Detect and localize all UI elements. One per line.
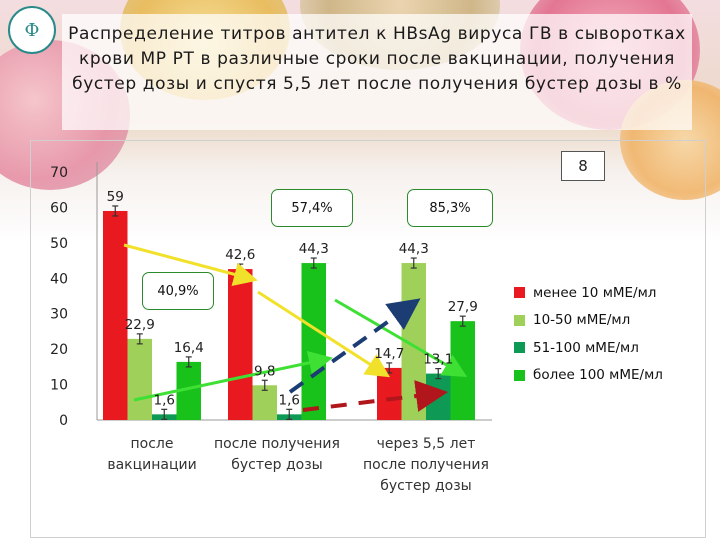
legend-item: более 100 мМЕ/мл <box>514 362 663 390</box>
slide-title: Распределение титров антител к HBsAg вир… <box>68 24 686 94</box>
trend-arrow <box>334 298 468 378</box>
data-label: 59 <box>107 189 124 205</box>
legend-swatch <box>514 314 525 326</box>
data-label: 42,6 <box>225 247 255 263</box>
x-tick-label: бустер дозы <box>231 457 322 473</box>
legend-label: более 100 мМЕ/мл <box>533 367 663 384</box>
callout-40: 40,9% <box>142 272 214 310</box>
chart-frame <box>30 140 706 538</box>
x-tick-label: бустер дозы <box>380 478 471 494</box>
y-tick-label: 70 <box>50 165 68 181</box>
bar <box>127 338 152 420</box>
page-number: 8 <box>561 151 605 181</box>
callout-85: 85,3% <box>407 189 493 227</box>
x-tick-label: вакцинации <box>107 457 196 473</box>
data-label: 44,3 <box>399 241 429 257</box>
data-label: 27,9 <box>448 299 478 315</box>
bar <box>301 263 326 420</box>
legend-label: 10-50 мМЕ/мл <box>533 312 631 329</box>
trend-arrow <box>133 351 333 402</box>
data-label: 1,6 <box>279 392 300 408</box>
bar <box>103 210 128 420</box>
y-tick-label: 60 <box>50 200 68 216</box>
legend: менее 10 мМЕ/мл 10-50 мМЕ/мл 51-100 мМЕ/мл… <box>514 279 663 389</box>
legend-item: 51-100 мМЕ/мл <box>514 334 663 362</box>
bar <box>252 385 277 420</box>
legend-swatch <box>514 342 525 354</box>
data-label: 22,9 <box>125 317 155 333</box>
data-label: 1,6 <box>154 392 175 408</box>
y-tick-label: 30 <box>50 307 68 323</box>
bar <box>426 373 451 420</box>
legend-swatch <box>514 369 525 381</box>
legend-label: 51-100 мМЕ/мл <box>533 339 639 356</box>
logo-icon: Ф <box>8 6 56 54</box>
data-label: 16,4 <box>174 340 204 356</box>
trend-arrow <box>302 380 448 412</box>
legend-swatch <box>514 287 525 299</box>
data-label: 44,3 <box>299 241 329 257</box>
x-tick-label: после <box>131 436 174 452</box>
y-tick-label: 50 <box>50 236 68 252</box>
trend-arrow <box>257 290 391 378</box>
legend-item: 10-50 мМЕ/мл <box>514 307 663 335</box>
bar <box>377 367 402 420</box>
data-label: 14,7 <box>374 346 404 362</box>
legend-item: менее 10 мМЕ/мл <box>514 279 663 307</box>
y-tick-label: 0 <box>59 413 68 429</box>
title-backdrop <box>62 14 692 130</box>
x-tick-label: через 5,5 лет <box>377 436 476 452</box>
y-tick-label: 10 <box>50 378 68 394</box>
data-label: 9,8 <box>254 363 275 379</box>
legend-label: менее 10 мМЕ/мл <box>533 284 657 301</box>
trend-arrow <box>123 243 258 286</box>
x-tick-label: после получения <box>214 436 340 452</box>
y-tick-label: 20 <box>50 342 68 358</box>
data-label: 13,1 <box>423 352 453 368</box>
bar <box>228 269 253 420</box>
y-tick-label: 40 <box>50 271 68 287</box>
callout-57: 57,4% <box>271 189 353 227</box>
x-tick-label: после получения <box>363 457 489 473</box>
